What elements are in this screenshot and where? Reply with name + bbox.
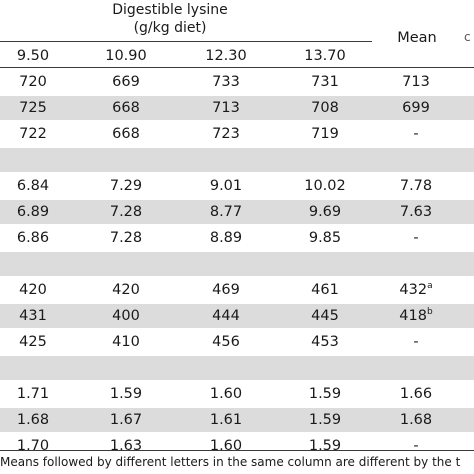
table-cell: 461 [311, 282, 339, 298]
table-footnote: Means followed by different letters in t… [0, 455, 461, 469]
table-cell: 7.29 [109, 178, 143, 194]
table-cell: 420 [19, 282, 47, 298]
table-cell: 668 [112, 100, 140, 116]
table-cell: 1.59 [308, 386, 342, 402]
table-cell: 425 [19, 334, 47, 350]
clipped-header-char: c [464, 30, 471, 44]
group-title: Digestible lysine [112, 2, 228, 18]
table-cell: 9.69 [308, 204, 342, 220]
table-row: 6.84 7.29 9.01 10.02 7.78 [0, 174, 474, 198]
table-cell: 6.89 [16, 204, 50, 220]
table-cell: 723 [212, 126, 240, 142]
table-cell: 453 [311, 334, 339, 350]
table-row: 431 400 444 445 418b [0, 304, 474, 328]
table-row: 420 420 469 461 432a [0, 278, 474, 302]
table-cell-mean: 432a [399, 281, 433, 298]
table-cell-mean: - [413, 334, 419, 350]
header-bottom-rule [0, 67, 474, 68]
table-cell: 1.68 [16, 412, 50, 428]
table-cell: 1.61 [209, 412, 243, 428]
table-cell: 9.85 [308, 230, 342, 246]
table-bottom-rule [0, 450, 474, 451]
mean-header: Mean [397, 30, 437, 46]
table-row: 720 669 733 731 713 [0, 70, 474, 94]
table-cell: 444 [212, 308, 240, 324]
table-cell-mean: 418b [399, 307, 433, 324]
table-cell: 1.67 [109, 412, 143, 428]
table-row: 725 668 713 708 699 [0, 96, 474, 120]
table-cell: 708 [311, 100, 339, 116]
table-cell: 733 [212, 74, 240, 90]
table-cell-mean: 1.68 [399, 412, 433, 428]
table-row: 425 410 456 453 - [0, 330, 474, 354]
table-cell: 8.89 [209, 230, 243, 246]
table-cell-mean: - [413, 438, 419, 454]
table-cell: 8.77 [209, 204, 243, 220]
table-cell-mean: 1.66 [399, 386, 433, 402]
table-cell: 1.60 [209, 386, 243, 402]
table-cell-mean: - [413, 126, 419, 142]
table-cell: 10.02 [304, 178, 346, 194]
table-cell: 725 [19, 100, 47, 116]
table-cell-mean: 7.78 [399, 178, 433, 194]
table-cell-mean: - [413, 230, 419, 246]
section-band [0, 356, 474, 380]
col-header-1: 10.90 [105, 48, 147, 64]
table-cell: 720 [19, 74, 47, 90]
table-cell: 669 [112, 74, 140, 90]
significance-letter: b [426, 307, 433, 318]
table-cell-mean: 7.63 [399, 204, 433, 220]
table-cell: 9.01 [209, 178, 243, 194]
table-cell: 668 [112, 126, 140, 142]
table-cell: 1.59 [109, 386, 143, 402]
table-cell: 400 [112, 308, 140, 324]
table-body: 720 669 733 731 713 725 668 713 708 699 … [0, 70, 474, 460]
table-cell: 6.86 [16, 230, 50, 246]
table-header: Digestible lysine (g/kg diet) 9.50 10.90… [0, 0, 474, 68]
col-header-3: 13.70 [304, 48, 346, 64]
table-cell-mean: 699 [402, 100, 430, 116]
col-header-0: 9.50 [16, 48, 50, 64]
table-row: 6.89 7.28 8.77 9.69 7.63 [0, 200, 474, 224]
table-cell: 713 [212, 100, 240, 116]
section-band [0, 148, 474, 172]
table-cell: 431 [19, 308, 47, 324]
table-row: 1.68 1.67 1.61 1.59 1.68 [0, 408, 474, 432]
table-cell: 7.28 [109, 204, 143, 220]
table-cell: 719 [311, 126, 339, 142]
table-row: 1.71 1.59 1.60 1.59 1.66 [0, 382, 474, 406]
group-title-unit: (g/kg diet) [133, 20, 207, 36]
table-cell: 410 [112, 334, 140, 350]
table-cell: 6.84 [16, 178, 50, 194]
table-cell: 469 [212, 282, 240, 298]
group-underline [0, 41, 372, 42]
table-cell: 731 [311, 74, 339, 90]
table-cell: 1.59 [308, 412, 342, 428]
table-cell-mean: 713 [402, 74, 430, 90]
table-cell: 722 [19, 126, 47, 142]
col-header-2: 12.30 [205, 48, 247, 64]
table-row: 6.86 7.28 8.89 9.85 - [0, 226, 474, 250]
significance-letter: a [427, 281, 433, 292]
table-cell: 1.71 [16, 386, 50, 402]
table-cell: 7.28 [109, 230, 143, 246]
table-cell: 420 [112, 282, 140, 298]
table-row: 722 668 723 719 - [0, 122, 474, 146]
section-band [0, 252, 474, 276]
table-cell: 445 [311, 308, 339, 324]
table-cell: 456 [212, 334, 240, 350]
